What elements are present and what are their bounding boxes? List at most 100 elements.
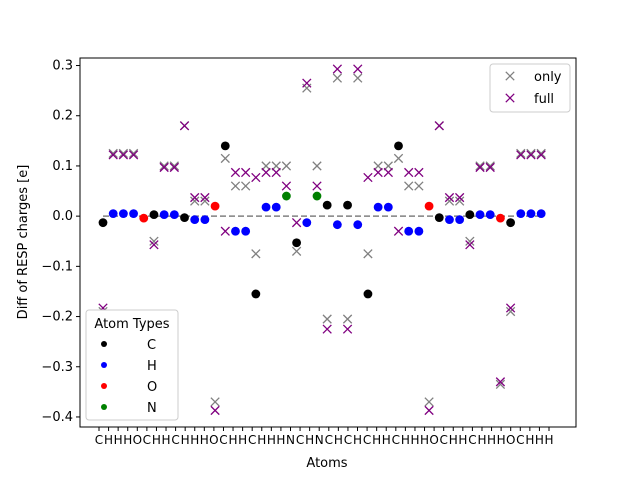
only-marker <box>404 181 414 191</box>
atom-point-C <box>220 141 230 151</box>
x-tick-label: H <box>200 433 209 447</box>
only-marker <box>393 153 404 164</box>
only-marker <box>190 196 200 206</box>
x-tick-label: H <box>257 433 266 447</box>
full-marker <box>169 162 179 173</box>
x-tick-label: H <box>267 433 276 447</box>
only-marker <box>373 161 383 171</box>
atom-point-N <box>282 191 291 201</box>
full-marker <box>271 167 281 178</box>
x-tick-label: H <box>334 433 343 447</box>
atom-point-O <box>210 201 220 211</box>
only-marker <box>230 181 241 191</box>
x-tick-label: H <box>305 433 314 447</box>
x-tick-label: H <box>162 433 171 447</box>
x-tick-label: H <box>458 433 467 447</box>
atom-point-H <box>169 210 179 220</box>
full-marker <box>200 192 210 203</box>
atom-point-C <box>149 210 159 220</box>
only-marker <box>291 246 302 256</box>
only-marker <box>128 148 139 159</box>
only-marker <box>454 196 465 206</box>
atom-point-H <box>353 220 363 230</box>
full-marker <box>210 405 220 416</box>
x-tick-label: C <box>95 433 103 447</box>
x-tick-label: O <box>133 433 142 447</box>
x-tick-label: H <box>497 433 506 447</box>
atom-point-H <box>231 226 240 236</box>
full-marker <box>393 226 404 236</box>
atom-point-C <box>292 238 302 248</box>
atom-point-H <box>536 209 546 219</box>
x-tick-label: H <box>372 433 381 447</box>
only-marker <box>241 181 251 191</box>
only-marker <box>118 148 129 159</box>
atom-point-C <box>394 141 403 151</box>
legend-label-full: full <box>534 92 554 107</box>
series-legend: only full <box>489 63 571 113</box>
x-tick-label: H <box>477 433 486 447</box>
atom-legend-title: Atom Types <box>94 317 169 332</box>
atom-point-H <box>200 215 210 225</box>
only-marker <box>485 161 495 171</box>
full-marker <box>342 324 353 334</box>
full-marker <box>190 192 200 203</box>
x-tick-label: C <box>296 433 304 447</box>
full-marker <box>414 167 424 178</box>
y-tick-label: −0.3 <box>41 360 73 375</box>
full-marker <box>495 377 506 387</box>
atom-point-C <box>434 213 444 223</box>
atom-legend-box <box>85 309 179 421</box>
atom-point-H <box>190 215 200 225</box>
x-tick-label: C <box>363 433 371 447</box>
atom-point-H <box>516 209 526 219</box>
only-marker <box>251 249 261 259</box>
x-tick-label: H <box>401 433 410 447</box>
atom-point-H <box>485 210 495 220</box>
x-tick-label: C <box>171 433 179 447</box>
only-marker <box>342 314 353 324</box>
atom-point-H <box>414 226 424 236</box>
x-tick-label: C <box>392 433 400 447</box>
y-axis-label: Diff of RESP charges [e] <box>16 165 31 320</box>
only-marker <box>526 148 536 159</box>
atom-point-C <box>180 213 189 223</box>
y-tick-label: −0.1 <box>41 259 73 274</box>
x-tick-label: C <box>468 433 476 447</box>
only-marker <box>322 314 332 324</box>
full-marker <box>251 172 261 183</box>
full-marker <box>434 121 444 131</box>
full-marker <box>516 150 526 160</box>
full-marker <box>291 218 302 228</box>
full-marker <box>159 162 169 173</box>
x-tick-label: O <box>506 433 515 447</box>
atom-point-N <box>312 191 322 201</box>
atom-point-H <box>383 202 393 212</box>
legend-dot-N <box>101 404 107 410</box>
x-tick-label: H <box>544 433 553 447</box>
x-tick-label: O <box>209 433 218 447</box>
only-marker <box>505 306 516 317</box>
atom-point-H <box>404 226 414 236</box>
y-tick-label: 0.1 <box>52 159 73 174</box>
only-marker <box>414 181 424 191</box>
x-tick-label: H <box>449 433 458 447</box>
atom-point-H <box>118 209 128 219</box>
atom-point-O <box>496 213 505 223</box>
atom-point-H <box>159 210 169 220</box>
only-marker <box>281 161 292 171</box>
atom-point-H <box>261 202 271 212</box>
x-tick-label: H <box>152 433 161 447</box>
full-marker <box>475 162 485 173</box>
full-marker <box>312 181 322 191</box>
only-marker <box>108 148 118 159</box>
legend-label-only: only <box>534 70 562 85</box>
y-tick-label: −0.4 <box>41 410 73 425</box>
atom-point-C <box>343 200 352 210</box>
x-tick-label: H <box>353 433 362 447</box>
x-tick-label: N <box>286 433 295 447</box>
x-tick-label: C <box>439 433 447 447</box>
x-tick-label: H <box>181 433 190 447</box>
full-marker <box>108 150 118 160</box>
